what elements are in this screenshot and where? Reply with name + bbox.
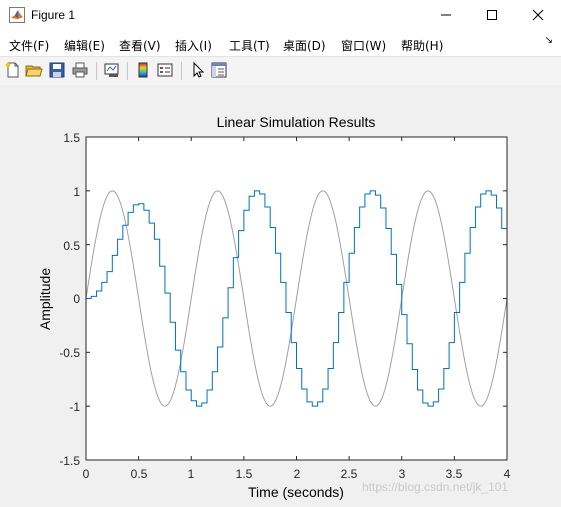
toolbar-separator (96, 62, 97, 80)
x-tick-label: 3.5 (446, 467, 463, 481)
menu-edit[interactable]: 编辑(E) (64, 39, 105, 53)
y-tick-label: 0.5 (63, 239, 80, 253)
open-folder-icon[interactable] (25, 61, 43, 79)
maximize-button[interactable] (469, 0, 515, 30)
chart-title: Linear Simulation Results (217, 114, 376, 130)
x-tick-label: 2.5 (341, 467, 358, 481)
insert-colorbar-icon[interactable] (134, 61, 152, 79)
x-tick-label: 2 (294, 467, 301, 481)
axes-box (85, 136, 508, 461)
y-tick-label: 1.5 (63, 131, 80, 145)
menu-file[interactable]: 文件(F) (9, 39, 50, 53)
x-tick-label: 4 (504, 467, 511, 481)
menu-insert[interactable]: 插入(I) (175, 39, 212, 53)
x-tick-label: 1.5 (236, 467, 253, 481)
menu-overflow-icon[interactable]: ↘ (544, 35, 553, 46)
menu-tools[interactable]: 工具(T) (229, 39, 270, 53)
chart: Linear Simulation Results Time (seconds)… (37, 114, 511, 500)
x-tick-label: 1 (188, 467, 195, 481)
y-tick-label: -0.5 (59, 346, 80, 360)
property-inspector-icon[interactable] (210, 61, 228, 79)
minimize-button[interactable] (423, 0, 469, 30)
edit-plot-icon[interactable] (189, 61, 207, 79)
maximize-icon (487, 10, 497, 20)
figure-canvas: Linear Simulation Results Time (seconds)… (0, 85, 561, 507)
y-tick-label: 0 (73, 292, 80, 306)
x-tick-marks (85, 137, 508, 460)
print-icon[interactable] (71, 61, 89, 79)
y-tick-label: -1.5 (59, 454, 80, 468)
matlab-logo-icon (9, 7, 25, 23)
link-plot-icon[interactable] (103, 61, 121, 79)
y-tick-label: -1 (69, 400, 80, 414)
close-button[interactable] (515, 0, 561, 30)
toolbar-separator (127, 62, 128, 80)
watermark-text: https://blog.csdn.net/jk_101 (362, 480, 509, 494)
toolbar (0, 56, 561, 86)
x-tick-label: 0.5 (131, 467, 148, 481)
save-icon[interactable] (48, 61, 66, 79)
window-title: Figure 1 (31, 8, 76, 22)
menu-desktop[interactable]: 桌面(D) (283, 39, 326, 53)
menu-help[interactable]: 帮助(H) (401, 39, 444, 53)
input-signal-line (85, 190, 508, 407)
menu-window[interactable]: 窗口(W) (341, 39, 387, 53)
input-signal-series (85, 190, 508, 407)
output-response-series (86, 190, 508, 407)
minimize-icon (441, 14, 451, 16)
output-response-line (86, 190, 508, 407)
y-tick-label: 1 (73, 185, 80, 199)
new-file-icon[interactable] (4, 61, 22, 79)
x-tick-label: 3 (399, 467, 406, 481)
y-axis-label: Amplitude (37, 268, 53, 330)
title-bar: Figure 1 (0, 0, 561, 32)
close-icon (532, 9, 544, 21)
menu-view[interactable]: 查看(V) (119, 39, 161, 53)
toolbar-separator (181, 62, 182, 80)
x-axis-label: Time (seconds) (248, 484, 344, 500)
x-tick-label: 0 (83, 467, 90, 481)
menu-bar: 文件(F) 编辑(E) 查看(V) 插入(I) 工具(T) 桌面(D) 窗口(W… (0, 32, 561, 56)
insert-legend-icon[interactable] (156, 61, 174, 79)
